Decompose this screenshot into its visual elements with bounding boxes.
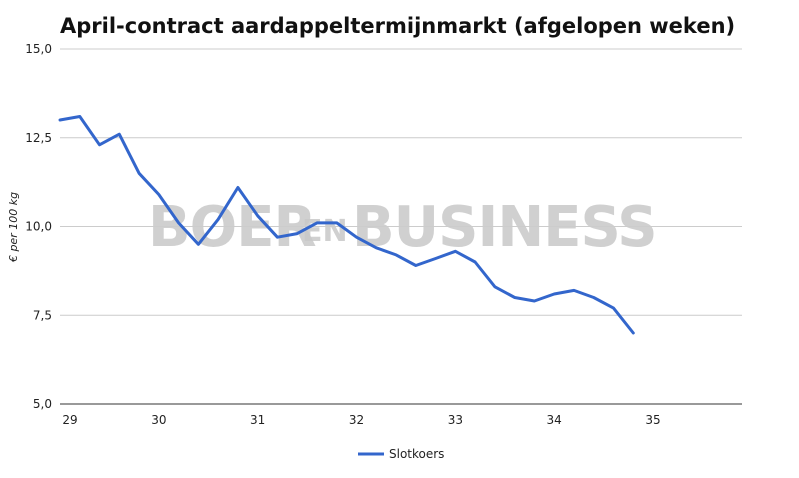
x-tick-label: 32 <box>349 413 364 427</box>
x-tick-label: 34 <box>547 413 562 427</box>
y-tick-label: 15,0 <box>25 42 52 56</box>
y-tick-label: 7,5 <box>33 308 52 322</box>
x-tick-label: 35 <box>645 413 660 427</box>
legend-label: Slotkoers <box>389 447 444 461</box>
legend: Slotkoers <box>358 447 444 461</box>
watermark-logo: BOER EN BUSINESS <box>148 195 658 260</box>
watermark-text-1: BOER <box>148 195 316 260</box>
x-tick-label: 30 <box>151 413 166 427</box>
y-tick-label: 12,5 <box>25 131 52 145</box>
watermark-text-3: BUSINESS <box>352 195 657 260</box>
y-axis-label: € per 100 kg <box>7 192 20 263</box>
y-tick-label: 10,0 <box>25 220 52 234</box>
x-tick-label: 31 <box>250 413 265 427</box>
x-tick-label: 29 <box>62 413 77 427</box>
chart-title: April-contract aardappeltermijnmarkt (af… <box>60 14 736 38</box>
y-tick-label: 5,0 <box>33 397 52 411</box>
watermark-text-2: EN <box>302 214 348 249</box>
x-tick-label: 33 <box>448 413 463 427</box>
series-line-slotkoers <box>58 115 635 335</box>
